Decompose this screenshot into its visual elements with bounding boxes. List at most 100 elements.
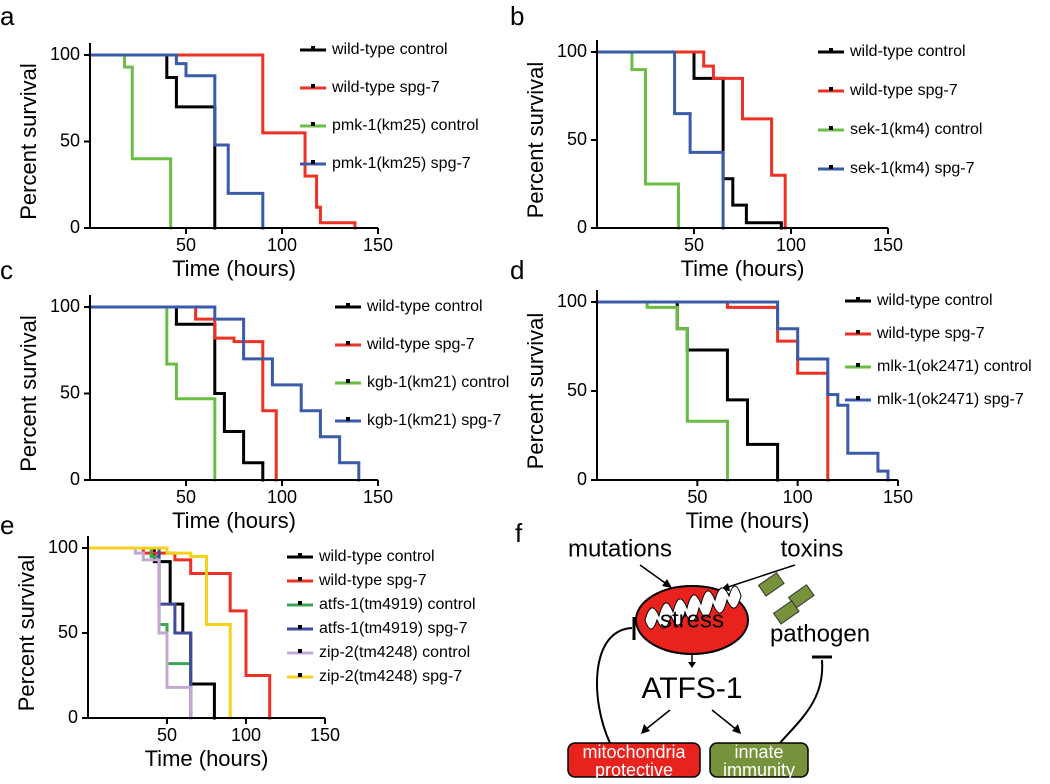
legend-tick xyxy=(298,673,302,677)
arrow xyxy=(724,564,796,589)
chart-panel: b wild-type control wild-type spg-7 sek-1(k… xyxy=(510,1,982,281)
arrow-head xyxy=(732,724,741,734)
cristae xyxy=(644,585,742,630)
legend-tick xyxy=(298,601,302,605)
legend-tick xyxy=(829,126,833,130)
legend-tick xyxy=(298,577,302,581)
y-tick-label: 50 xyxy=(567,380,587,400)
panel-letter: b xyxy=(510,1,524,31)
legend-tick xyxy=(298,649,302,653)
x-tick-label: 150 xyxy=(873,235,903,255)
arrow-head xyxy=(641,724,650,734)
legend-label: wild-type control xyxy=(318,548,435,565)
legend-tick xyxy=(346,341,350,345)
legend-label: wild-type spg-7 xyxy=(318,572,427,589)
legend-label: pmk-1(km25) spg-7 xyxy=(332,155,471,172)
arrow xyxy=(644,709,671,731)
y-tick-label: 0 xyxy=(68,707,78,727)
legend-label: sek-1(km4) spg-7 xyxy=(850,160,975,177)
output-label: innate immunity xyxy=(723,742,795,779)
y-tick-label: 0 xyxy=(577,217,587,237)
y-tick-label: 100 xyxy=(557,41,587,61)
y-tick-label: 50 xyxy=(58,622,78,642)
legend-tick xyxy=(311,46,315,50)
legend-tick xyxy=(311,160,315,164)
x-tick-label: 50 xyxy=(176,487,196,507)
legend-label: atfs-1(tm4919) spg-7 xyxy=(319,620,468,637)
x-tick-label: 100 xyxy=(267,487,297,507)
x-axis-title: Time (hours) xyxy=(145,746,269,771)
legend-label: zip-2(tm4248) control xyxy=(319,644,470,661)
y-axis-title: Percent survival xyxy=(523,62,548,219)
x-tick-label: 150 xyxy=(363,487,393,507)
y-axis-title: Percent survival xyxy=(523,313,548,470)
legend-tick xyxy=(829,87,833,91)
x-tick-label: 50 xyxy=(157,725,177,745)
x-tick-label: 100 xyxy=(776,235,806,255)
panel-letter: a xyxy=(0,1,15,31)
input-label: mutations xyxy=(568,535,672,562)
inhibition xyxy=(779,659,824,744)
y-tick-label: 100 xyxy=(50,44,80,64)
y-axis-title: Percent survival xyxy=(16,315,41,472)
chart-panel: d wild-type control wild-type spg-7 mlk-1(o… xyxy=(510,255,1032,533)
y-axis-title: Percent survival xyxy=(16,63,41,220)
legend-tick xyxy=(311,122,315,126)
legend-label: pmk-1(km25) control xyxy=(332,117,479,134)
legend-label: wild-type spg-7 xyxy=(849,82,958,99)
chart-panel: c wild-type control wild-type spg-7 kgb-1(k… xyxy=(0,255,509,533)
legend-label: wild-type spg-7 xyxy=(331,79,440,96)
arrow-head xyxy=(662,579,672,588)
legend-label: atfs-1(tm4919) control xyxy=(319,596,476,613)
x-tick-label: 150 xyxy=(883,487,913,507)
center-label: stress xyxy=(660,606,724,633)
y-tick-label: 100 xyxy=(48,537,78,557)
y-tick-label: 0 xyxy=(70,217,80,237)
panel-letter: f xyxy=(515,518,523,548)
legend-label: kgb-1(km21) spg-7 xyxy=(367,412,501,429)
output-box xyxy=(567,742,701,778)
arrow xyxy=(711,709,738,731)
legend-label: wild-type spg-7 xyxy=(366,336,475,353)
y-tick-label: 0 xyxy=(70,469,80,489)
legend-label: sek-1(km4) control xyxy=(850,121,982,138)
legend-label: mlk-1(ok2471) control xyxy=(877,358,1032,375)
x-tick-label: 50 xyxy=(684,235,704,255)
panel-letter: c xyxy=(0,255,13,285)
pathogen-label: pathogen xyxy=(770,620,870,647)
panel-letter: e xyxy=(0,510,14,540)
x-axis-title: Time (hours) xyxy=(681,256,805,281)
x-tick-label: 50 xyxy=(176,235,196,255)
arrow xyxy=(639,564,669,586)
legend-tick xyxy=(298,625,302,629)
legend-tick xyxy=(856,363,860,367)
y-tick-label: 50 xyxy=(567,129,587,149)
legend-label: wild-type control xyxy=(331,41,448,58)
pathogen-icon xyxy=(757,572,785,597)
chart-panel: a wild-type control wild-type spg-7 pmk-1(k… xyxy=(0,1,479,281)
chart-panel: e wild-type control wild-type spg-7 atfs-1(… xyxy=(0,510,476,771)
y-tick-label: 100 xyxy=(557,291,587,311)
legend-label: kgb-1(km21) control xyxy=(367,374,509,391)
x-tick-label: 150 xyxy=(310,725,340,745)
pathogen-icon xyxy=(772,600,800,625)
y-axis-title: Percent survival xyxy=(14,555,39,712)
legend-label: wild-type control xyxy=(366,298,483,315)
x-tick-label: 100 xyxy=(267,235,297,255)
factor-label: ATFS-1 xyxy=(641,672,742,705)
legend-tick xyxy=(856,330,860,334)
y-tick-label: 100 xyxy=(50,296,80,316)
x-tick-label: 100 xyxy=(783,487,813,507)
legend-tick xyxy=(346,379,350,383)
legend-tick xyxy=(856,396,860,400)
legend-tick xyxy=(856,297,860,301)
legend-tick xyxy=(346,417,350,421)
panel-letter: d xyxy=(510,255,524,285)
legend-tick xyxy=(298,553,302,557)
input-label: toxins xyxy=(781,535,844,562)
output-box xyxy=(709,742,809,778)
y-tick-label: 50 xyxy=(60,130,80,150)
x-axis-title: Time (hours) xyxy=(172,508,296,533)
legend-label: wild-type spg-7 xyxy=(876,325,985,342)
inhibition xyxy=(596,627,633,744)
